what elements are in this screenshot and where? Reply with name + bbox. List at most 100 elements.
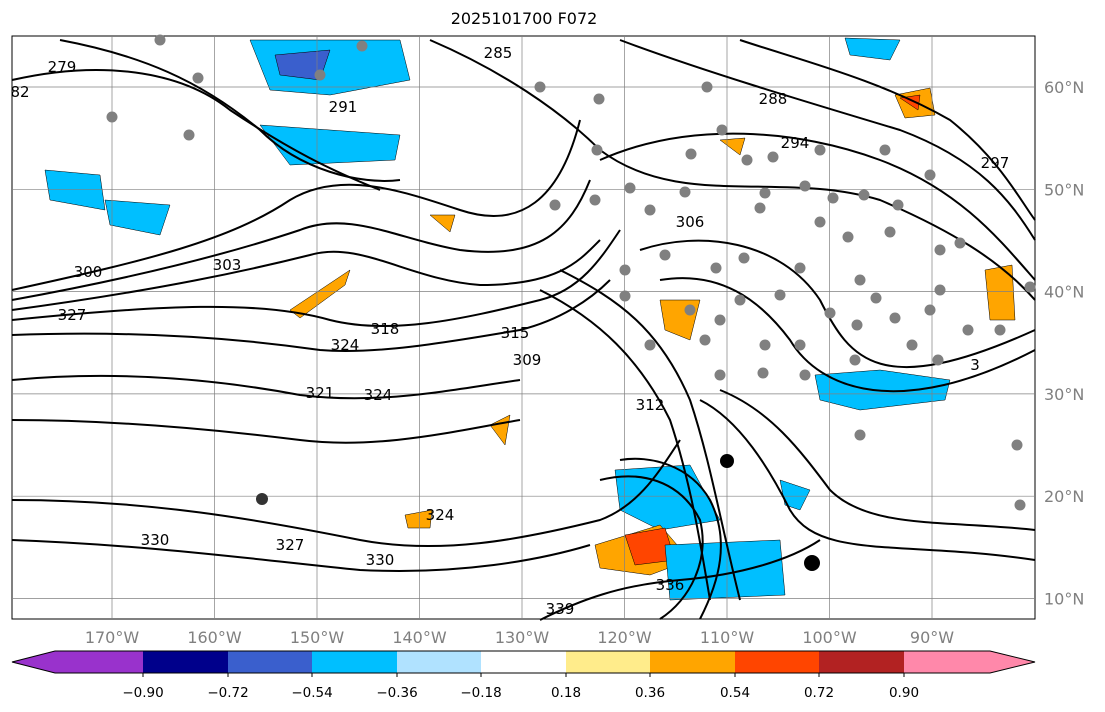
map-frame	[11, 35, 1036, 620]
station-dot	[994, 324, 1006, 336]
station-dot	[814, 144, 826, 156]
station-dot	[685, 148, 697, 160]
colorbar-label: −0.18	[460, 685, 501, 701]
contour-label: 318	[371, 320, 400, 338]
colorbar-segment	[481, 651, 566, 673]
station-dot	[842, 231, 854, 243]
contour-label: 315	[501, 324, 530, 342]
contour-label: 330	[366, 551, 395, 569]
station-dot	[934, 284, 946, 296]
contour-label: 303	[213, 256, 242, 274]
contour-line	[11, 229, 621, 328]
station-dot	[714, 369, 726, 381]
gridlines	[12, 36, 1035, 619]
colorbar-label: 0.72	[804, 685, 834, 701]
lon-tick-label: 170°W	[85, 628, 140, 647]
shaded-region	[259, 124, 401, 166]
station-dot	[106, 111, 118, 123]
station-dot	[824, 307, 836, 319]
contour-label: 312	[636, 396, 665, 414]
contour-label: 339	[546, 600, 575, 618]
contour-line	[599, 132, 1036, 281]
contour-line	[539, 539, 821, 621]
station-dot	[794, 339, 806, 351]
shaded-region	[719, 137, 746, 156]
contour-line	[739, 39, 1036, 221]
station-dot	[814, 216, 826, 228]
colorbar-segment	[735, 651, 819, 673]
map-title: 2025101700 F072	[450, 9, 598, 28]
contour-lines	[11, 39, 1036, 621]
station-dot	[879, 144, 891, 156]
colorbar-segment	[55, 651, 143, 673]
contour-label: 309	[513, 351, 542, 369]
station-dot	[932, 354, 944, 366]
contour-label: 321	[306, 384, 335, 402]
station-dot	[741, 154, 753, 166]
lon-tick-label: 110°W	[700, 628, 755, 647]
contour-label: 288	[759, 90, 788, 108]
station-dot	[759, 187, 771, 199]
station-dot	[734, 294, 746, 306]
station-dot	[851, 319, 863, 331]
station-dot	[827, 192, 839, 204]
station-dot	[892, 199, 904, 211]
station-dot	[699, 334, 711, 346]
station-dot	[154, 34, 166, 46]
station-dot	[679, 186, 691, 198]
lon-tick-label: 140°W	[392, 628, 447, 647]
station-dot	[701, 81, 713, 93]
station-dot	[624, 182, 636, 194]
colorbar-segment	[566, 651, 650, 673]
lat-tick-label: 30°N	[1044, 385, 1084, 404]
shading-layer	[44, 37, 1016, 601]
colorbar-segment	[228, 651, 312, 673]
shaded-region	[44, 169, 106, 211]
colorbar-label: 0.90	[889, 685, 919, 701]
station-dot	[799, 369, 811, 381]
station-dot	[619, 290, 631, 302]
station-dot	[356, 40, 368, 52]
station-dot	[799, 180, 811, 192]
contour-label: 3	[970, 356, 980, 374]
station-dot	[757, 367, 769, 379]
contour-label: 324	[364, 386, 393, 404]
station-dot	[549, 199, 561, 211]
contour-line	[639, 239, 1036, 368]
lon-tick-label: 120°W	[597, 628, 652, 647]
station-dot	[889, 312, 901, 324]
lat-tick-label: 20°N	[1044, 487, 1084, 506]
station-dot	[794, 262, 806, 274]
lon-tick-label: 160°W	[187, 628, 242, 647]
lon-tick-label: 90°W	[910, 628, 954, 647]
station-dot	[849, 354, 861, 366]
contour-line	[699, 399, 1036, 561]
station-dot	[716, 124, 728, 136]
axis-ticks: 170°W 160°W 150°W 140°W 130°W 120°W 110°W 100°W…	[85, 78, 1085, 647]
station-dot	[714, 314, 726, 326]
contour-line	[11, 539, 591, 572]
colorbar-label: 0.36	[635, 685, 665, 701]
colorbar: −0.90 −0.72 −0.54 −0.36 −0.18 0.18 0.36 0.54 0.7…	[11, 650, 1036, 701]
shaded-region	[899, 94, 921, 111]
contour-line	[539, 289, 711, 601]
colorbar-segment	[312, 651, 397, 673]
lon-tick-label: 100°W	[802, 628, 857, 647]
colorbar-label: −0.90	[122, 685, 163, 701]
contour-line	[559, 269, 741, 601]
station-dot	[962, 324, 974, 336]
lat-tick-label: 40°N	[1044, 283, 1084, 302]
shaded-region	[984, 264, 1016, 321]
colorbar-label: −0.54	[291, 685, 332, 701]
contour-label: 327	[276, 536, 305, 554]
colorbar-outline	[11, 650, 1036, 674]
contour-label: 285	[484, 44, 513, 62]
station-dot	[192, 72, 204, 84]
station-dots	[106, 34, 1036, 571]
station-dot	[884, 226, 896, 238]
contour-label: 297	[981, 154, 1010, 172]
station-dot	[906, 339, 918, 351]
contour-line	[719, 389, 1036, 531]
contour-line	[11, 279, 611, 352]
